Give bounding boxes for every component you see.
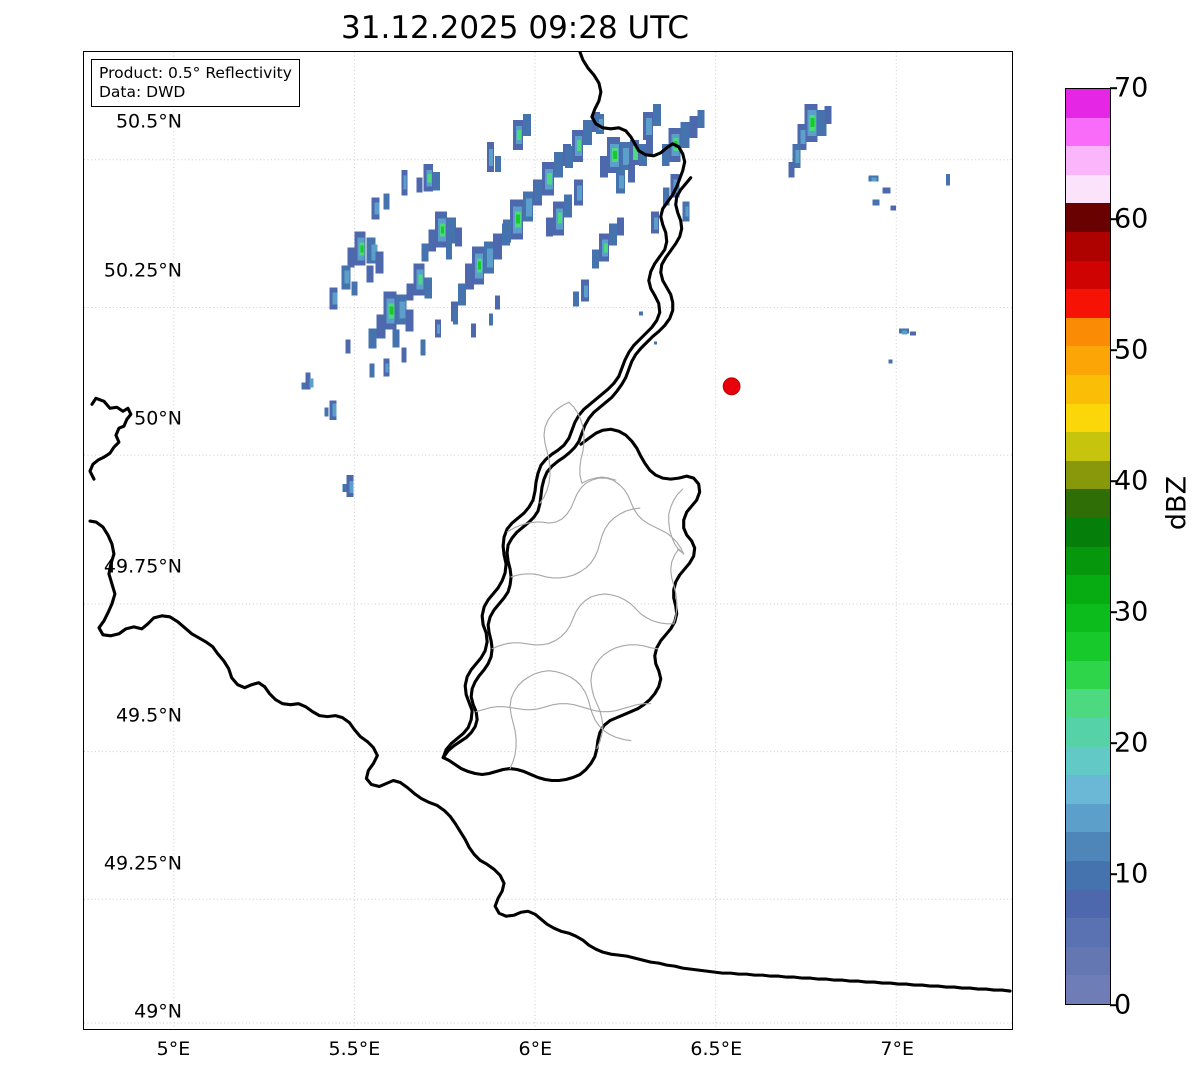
- radar-map-plot: Product: 0.5° Reflectivity Data: DWD: [83, 51, 1013, 1030]
- colorbar-tick-label: 10: [1114, 858, 1149, 890]
- colorbar-band: [1066, 89, 1110, 118]
- y-tick-label: 50.25°N: [103, 259, 182, 282]
- colorbar-tick-mark: [1110, 873, 1117, 875]
- info-box: Product: 0.5° Reflectivity Data: DWD: [91, 59, 300, 107]
- luxembourg-outline: [441, 427, 702, 783]
- radar-site-marker[interactable]: [722, 377, 741, 396]
- colorbar-tick-label: 70: [1114, 72, 1149, 104]
- colorbar-band: [1066, 632, 1110, 661]
- colorbar-tick-mark: [1110, 480, 1117, 482]
- colorbar-band: [1066, 374, 1110, 404]
- border-belgium-france-west: [88, 396, 1012, 993]
- colorbar-band: [1066, 546, 1110, 576]
- colorbar-tick-mark: [1110, 349, 1117, 351]
- grid-lines: [84, 52, 1012, 1029]
- echo-specks-east: [638, 173, 951, 364]
- radar-echo-layer: [301, 103, 951, 498]
- echo-cluster-midwest: [368, 163, 463, 349]
- colorbar-band: [1066, 317, 1110, 347]
- echo-cluster-central-band: [451, 113, 571, 322]
- x-tick-label: 6°E: [518, 1038, 553, 1060]
- border-luxembourg-east-south: [441, 427, 702, 783]
- y-tick-label: 49°N: [134, 1000, 182, 1023]
- colorbar-band: [1066, 803, 1110, 833]
- x-tick-label: 6.5°E: [690, 1038, 743, 1060]
- info-product-line: Product: 0.5° Reflectivity: [99, 64, 292, 82]
- colorbar-band: [1066, 231, 1110, 261]
- colorbar-tick-mark: [1110, 87, 1117, 89]
- colorbar-tick-label: 30: [1114, 596, 1149, 628]
- colorbar-band: [1066, 117, 1110, 147]
- echo-cluster-north-central: [546, 111, 624, 307]
- colorbar-band: [1066, 174, 1110, 204]
- border-luxembourg: [441, 176, 693, 760]
- echo-cluster-northeast: [788, 103, 832, 178]
- colorbar-tick-label: 40: [1114, 465, 1149, 497]
- colorbar-tick-label: 50: [1114, 334, 1149, 366]
- y-tick-label: 49.75°N: [103, 555, 182, 578]
- colorbar-band: [1066, 660, 1110, 690]
- y-tick-label: 50.5°N: [115, 110, 182, 133]
- colorbar-band: [1066, 489, 1110, 518]
- colorbar-tick-mark: [1110, 1004, 1117, 1006]
- colorbar-band: [1066, 918, 1110, 947]
- colorbar-band: [1066, 432, 1110, 461]
- national-borders: [88, 52, 1012, 993]
- colorbar-band: [1066, 946, 1110, 976]
- colorbar-band: [1066, 746, 1110, 776]
- colorbar-band: [1066, 603, 1110, 633]
- colorbar-band: [1066, 460, 1110, 490]
- echo-cluster-west: [301, 372, 354, 498]
- colorbar-tick-label: 20: [1114, 727, 1149, 759]
- y-tick-label: 50°N: [134, 407, 182, 430]
- echo-cluster-southwest: [329, 193, 390, 310]
- colorbar-band: [1066, 146, 1110, 175]
- colorbar-band: [1066, 975, 1110, 1004]
- x-tick-label: 7°E: [880, 1038, 914, 1060]
- colorbar-band: [1066, 403, 1110, 433]
- radar-map-svg: [84, 52, 1012, 1029]
- colorbar-band: [1066, 575, 1110, 604]
- canton-borders: [475, 401, 685, 770]
- y-tick-label: 49.25°N: [103, 852, 182, 875]
- border-germany-north: [441, 52, 687, 760]
- x-tick-label: 5°E: [156, 1038, 191, 1060]
- colorbar-tick-mark: [1110, 218, 1117, 220]
- colorbar-band: [1066, 775, 1110, 804]
- colorbar-band: [1066, 289, 1110, 318]
- colorbar-tick-mark: [1110, 611, 1117, 613]
- echo-specks-southwest: [345, 295, 501, 378]
- info-data-line: Data: DWD: [99, 82, 186, 101]
- colorbar-tick-mark: [1110, 742, 1117, 744]
- colorbar-band: [1066, 346, 1110, 375]
- colorbar-band: [1066, 260, 1110, 290]
- colorbar: [1065, 88, 1111, 1005]
- colorbar-band: [1066, 861, 1110, 890]
- y-tick-label: 49.5°N: [115, 704, 182, 727]
- colorbar-band: [1066, 718, 1110, 747]
- page-title: 31.12.2025 09:28 UTC: [341, 10, 689, 46]
- colorbar-tick-label: 0: [1114, 989, 1132, 1021]
- colorbar-tick-label: 60: [1114, 203, 1149, 235]
- x-tick-label: 5.5°E: [328, 1038, 381, 1060]
- colorbar-band: [1066, 203, 1110, 232]
- echo-cluster-east-border: [642, 103, 705, 234]
- colorbar-band: [1066, 517, 1110, 547]
- colorbar-band: [1066, 832, 1110, 862]
- colorbar-band: [1066, 689, 1110, 719]
- colorbar-band: [1066, 889, 1110, 919]
- colorbar-axis-label: dBZ: [1161, 475, 1193, 531]
